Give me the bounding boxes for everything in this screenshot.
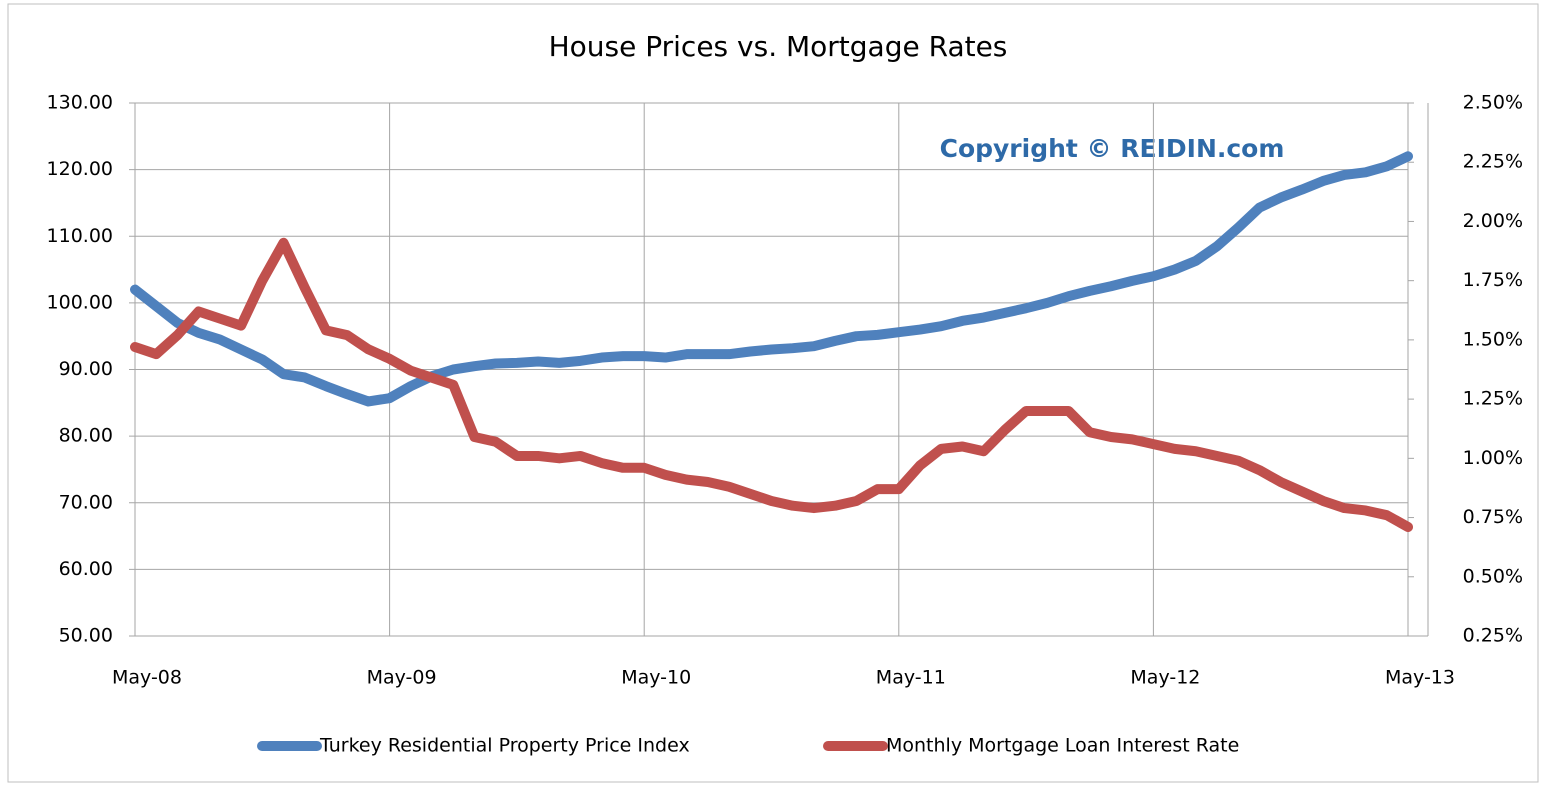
y2-tick-label: 2.25% <box>1463 151 1523 173</box>
y-tick-label: 50.00 <box>59 625 113 647</box>
y2-tick-label: 1.75% <box>1463 269 1523 291</box>
y-tick-label: 130.00 <box>47 92 113 114</box>
chart-title: House Prices vs. Mortgage Rates <box>549 30 1008 63</box>
x-tick-label: May-09 <box>367 667 437 689</box>
y-tick-label: 110.00 <box>47 225 113 247</box>
y-tick-label: 90.00 <box>59 358 113 380</box>
x-tick-label: May-08 <box>112 667 182 689</box>
chart-border <box>7 3 1539 783</box>
x-tick-label: May-13 <box>1385 667 1455 689</box>
legend-label: Monthly Mortgage Loan Interest Rate <box>886 735 1239 757</box>
y-tick-label: 70.00 <box>59 491 113 513</box>
y2-tick-label: 1.00% <box>1463 447 1523 469</box>
series-line <box>130 237 1413 533</box>
x-tick-label: May-11 <box>876 667 946 689</box>
y-tick-label: 60.00 <box>59 558 113 580</box>
y-tick-label: 100.00 <box>47 291 113 313</box>
y2-tick-label: 0.50% <box>1463 565 1523 587</box>
y2-tick-label: 1.25% <box>1463 388 1523 410</box>
y-tick-label: 120.00 <box>47 158 113 180</box>
x-tick-label: May-12 <box>1130 667 1200 689</box>
y2-tick-label: 0.75% <box>1463 506 1523 528</box>
legend-label: Turkey Residential Property Price Index <box>319 735 690 757</box>
y2-tick-label: 2.50% <box>1463 92 1523 114</box>
series-line <box>130 151 1413 407</box>
y2-tick-label: 0.25% <box>1463 625 1523 647</box>
y2-tick-label: 2.00% <box>1463 210 1523 232</box>
copyright-annotation: Copyright © REIDIN.com <box>940 134 1285 163</box>
y-tick-label: 80.00 <box>59 425 113 447</box>
y2-tick-label: 1.50% <box>1463 328 1523 350</box>
x-tick-label: May-10 <box>621 667 691 689</box>
